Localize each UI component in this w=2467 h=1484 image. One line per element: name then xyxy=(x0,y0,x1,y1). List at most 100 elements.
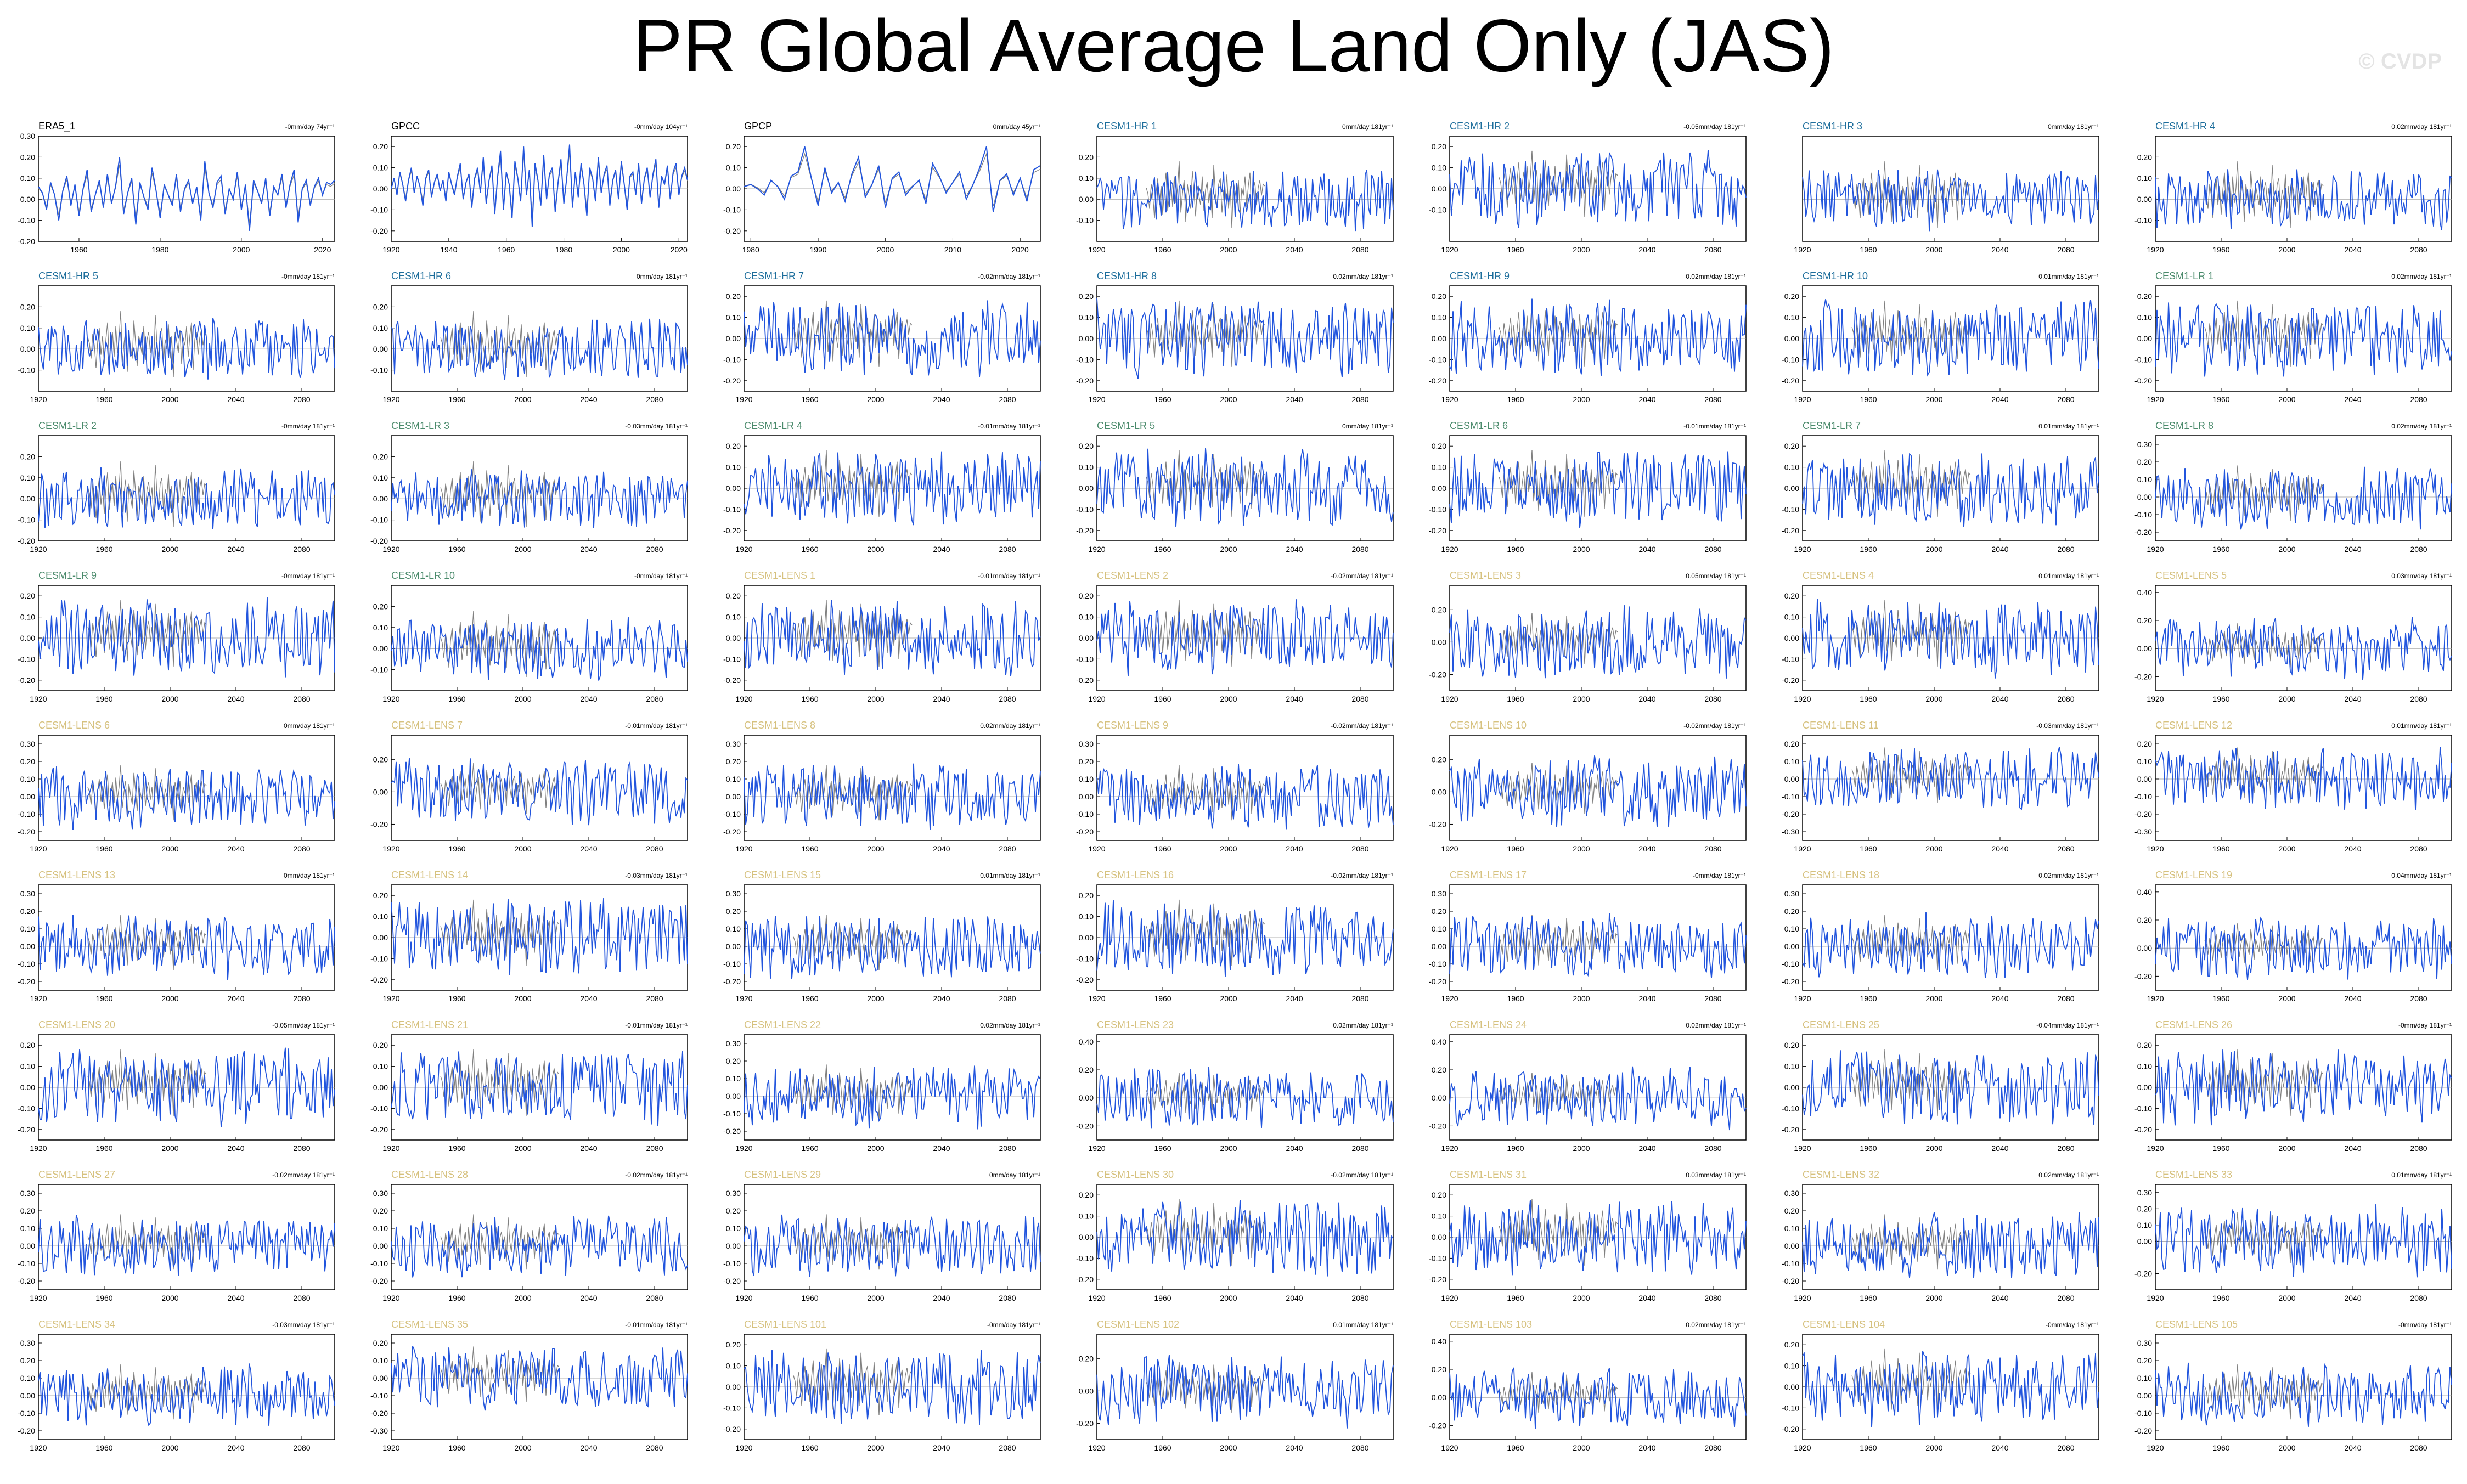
panel-plot: 0.20 0.10 0.00 -0.10 1920 1960 2000 2040 2080 xyxy=(18,285,335,404)
x-tick-label: 2080 xyxy=(1704,395,1721,404)
x-tick-label: 2080 xyxy=(293,844,310,853)
y-tick-label: 0.10 xyxy=(2137,757,2152,766)
obs-series-line xyxy=(1851,161,1971,228)
y-tick-label: 0.20 xyxy=(1432,442,1446,450)
panel-plot: 0.30 0.20 0.10 0.00 -0.10 -0.20 1920 1960 2000 20… xyxy=(18,1184,335,1302)
y-tick-label: 0.00 xyxy=(373,494,388,503)
y-tick-label: -0.10 xyxy=(1076,1254,1094,1262)
y-tick-label: 0.20 xyxy=(1079,591,1094,600)
x-tick-label: 1960 xyxy=(448,545,465,554)
panel-title: CESM1-HR 4 xyxy=(2155,121,2216,132)
y-tick-label: -0.20 xyxy=(2134,972,2152,980)
series-line xyxy=(38,1214,335,1276)
panel-cesm1-lens-12: CESM1-LENS 12 0.01mm/day 181yr⁻¹ 0.20 0.10 0… xyxy=(2134,720,2452,858)
y-tick-label: 0.20 xyxy=(1432,755,1446,764)
y-tick-label: -0.10 xyxy=(2134,510,2152,519)
y-tick-label: 0.10 xyxy=(1432,163,1446,172)
y-tick-label: 0.20 xyxy=(1432,292,1446,301)
x-tick-label: 2040 xyxy=(580,1144,597,1153)
y-tick-label: 0.20 xyxy=(1784,1206,1799,1215)
panel-cesm1-lens-17: CESM1-LENS 17 -0mm/day 181yr⁻¹ 0.30 0.20 0.1… xyxy=(1429,870,1747,1008)
obs-series-line xyxy=(440,1214,560,1270)
y-tick-label: -0.20 xyxy=(1076,827,1094,836)
series-line xyxy=(2155,1204,2452,1278)
x-tick-label: 1990 xyxy=(809,245,826,254)
panel-cesm1-lr-7: CESM1-LR 7 0.01mm/day 181yr⁻¹ 0.20 0.10 0.00… xyxy=(1782,420,2099,558)
y-tick-label: -0.10 xyxy=(370,1391,388,1400)
y-tick-label: -0.20 xyxy=(370,537,388,545)
panel-title: CESM1-LENS 23 xyxy=(1097,1019,1174,1030)
y-tick-label: -0.20 xyxy=(2134,1269,2152,1278)
y-tick-label: 0.30 xyxy=(2137,1188,2152,1197)
y-tick-label: 0.10 xyxy=(1079,912,1094,921)
panel-trend-label: -0.03mm/day 181yr⁻¹ xyxy=(625,872,688,879)
y-tick-label: -0.20 xyxy=(723,676,741,685)
x-tick-label: 2000 xyxy=(2278,1294,2295,1302)
x-tick-label: 2040 xyxy=(1991,994,2008,1003)
y-tick-label: -0.20 xyxy=(2134,376,2152,385)
y-tick-label: 0.20 xyxy=(20,591,35,600)
x-tick-label: 2080 xyxy=(293,1443,310,1452)
x-tick-label: 2000 xyxy=(2278,545,2295,554)
x-tick-label: 2000 xyxy=(1925,1144,1942,1153)
series-line xyxy=(1449,913,1747,978)
x-tick-label: 2040 xyxy=(580,695,597,703)
y-tick-label: -0.10 xyxy=(2134,355,2152,364)
y-tick-label: 0.00 xyxy=(1784,1242,1799,1250)
series-line xyxy=(744,1065,1041,1130)
y-tick-label: -0.20 xyxy=(1429,977,1446,986)
x-tick-label: 1920 xyxy=(1794,1144,1811,1153)
y-tick-label: 0.10 xyxy=(1432,313,1446,322)
y-tick-label: -0.20 xyxy=(1429,526,1446,535)
obs-series-line xyxy=(1499,763,1618,814)
panel-title: CESM1-LENS 5 xyxy=(2155,570,2227,581)
x-tick-label: 1920 xyxy=(30,395,47,404)
y-tick-label: 0.00 xyxy=(1784,775,1799,783)
x-tick-label: 1920 xyxy=(30,1443,47,1452)
y-tick-label: 0.00 xyxy=(2137,1083,2152,1092)
y-tick-label: 0.00 xyxy=(726,1383,741,1391)
x-tick-label: 2000 xyxy=(1220,695,1237,703)
panel-title: CESM1-LENS 105 xyxy=(2155,1319,2238,1330)
x-tick-label: 1920 xyxy=(30,545,47,554)
panel-title: CESM1-LENS 25 xyxy=(1803,1019,1880,1030)
y-tick-label: 0.10 xyxy=(1784,463,1799,472)
x-tick-label: 1920 xyxy=(2147,245,2164,254)
x-tick-label: 2040 xyxy=(1638,844,1655,853)
plot-frame xyxy=(38,285,335,392)
x-tick-label: 1920 xyxy=(2147,1443,2164,1452)
x-tick-label: 2080 xyxy=(999,1144,1016,1153)
y-tick-label: 0.20 xyxy=(373,1041,388,1049)
x-tick-label: 1920 xyxy=(1088,1144,1105,1153)
panel-title: CESM1-LENS 14 xyxy=(391,870,469,881)
y-tick-label: -0.10 xyxy=(370,665,388,674)
series-line xyxy=(391,469,688,528)
x-tick-label: 2040 xyxy=(227,1294,244,1302)
y-tick-label: -0.10 xyxy=(370,516,388,524)
panel-cesm1-lens-3: CESM1-LENS 3 0.05mm/day 181yr⁻¹ 0.20 0.00 -0… xyxy=(1429,570,1747,708)
y-tick-label: -0.10 xyxy=(1429,960,1446,968)
x-tick-label: 1960 xyxy=(448,1294,465,1302)
y-tick-label: 0.10 xyxy=(1432,463,1446,472)
x-tick-label: 1960 xyxy=(448,844,465,853)
series-line xyxy=(1096,599,1394,676)
x-tick-label: 1960 xyxy=(1507,1443,1524,1452)
y-tick-label: -0.20 xyxy=(2134,1426,2152,1435)
x-tick-label: 2000 xyxy=(514,1294,531,1302)
x-tick-label: 1920 xyxy=(735,1144,752,1153)
panel-plot: 0.20 0.00 -0.20 1920 1960 2000 2040 2080 xyxy=(1429,585,1747,703)
x-tick-label: 1920 xyxy=(735,1294,752,1302)
x-tick-label: 1920 xyxy=(1088,395,1105,404)
y-tick-label: -0.20 xyxy=(1076,1275,1094,1284)
obs-series-line xyxy=(1146,899,1265,966)
x-tick-label: 2010 xyxy=(944,245,961,254)
x-tick-label: 1920 xyxy=(735,994,752,1003)
plot-frame xyxy=(2155,1184,2452,1290)
y-tick-label: 0.00 xyxy=(726,634,741,642)
x-tick-label: 2040 xyxy=(1286,695,1303,703)
plot-frame xyxy=(744,884,1041,991)
series-line xyxy=(1802,1351,2099,1427)
